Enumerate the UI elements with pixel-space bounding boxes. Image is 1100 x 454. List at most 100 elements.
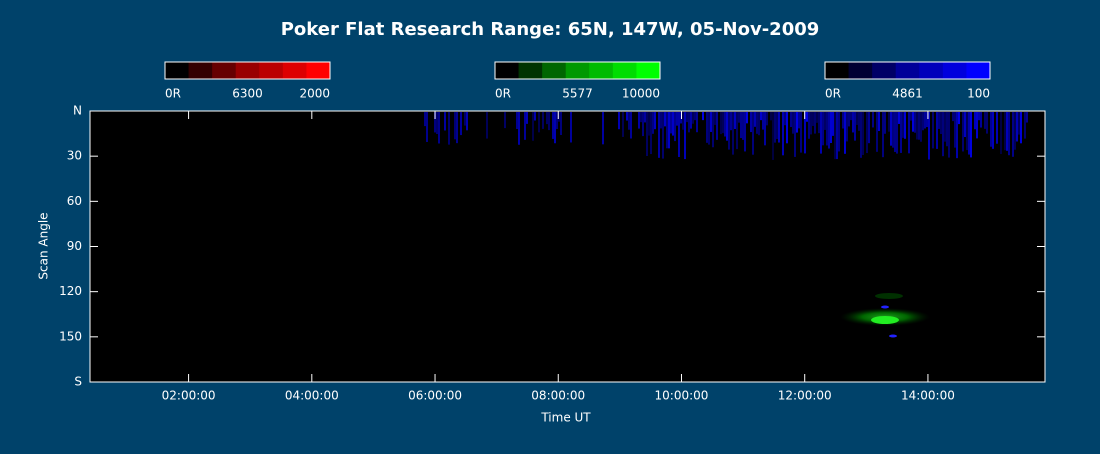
aurora-streak (742, 112, 744, 140)
aurora-streak (792, 112, 794, 134)
aurora-streak (1008, 112, 1010, 156)
aurora-streak (744, 112, 746, 152)
aurora-streak (844, 112, 846, 154)
aurora-streak (774, 112, 776, 143)
aurora-streak (736, 112, 738, 150)
aurora-streak (654, 112, 656, 130)
aurora-streak (754, 112, 756, 127)
aurora-streak (552, 112, 554, 139)
aurora-streak (832, 112, 834, 136)
aurora-streak (808, 112, 810, 139)
aurora-streak (910, 112, 912, 121)
colorbar-tick-label: 2000 (299, 87, 330, 101)
aurora-streak (720, 112, 722, 135)
aurora-streak (932, 112, 934, 149)
colorbar-name: 5577 (562, 87, 593, 101)
aurora-streak (734, 112, 736, 129)
aurora-streak (648, 112, 650, 136)
aurora-streak (928, 112, 930, 160)
aurora-streak (626, 112, 628, 121)
aurora-streak (444, 112, 446, 131)
colorbar-swatch (518, 62, 543, 79)
aurora-streak (426, 112, 428, 142)
y-tick-label: 90 (67, 239, 82, 253)
colorbar-swatch (165, 62, 190, 79)
aurora-streak (678, 112, 680, 157)
colorbar-frame (494, 61, 661, 80)
colorbar-swatch (235, 62, 260, 79)
colorbar-name: 6300 (232, 87, 263, 101)
aurora-streak (952, 112, 954, 122)
aurora-streak (434, 112, 436, 133)
colorbar-frame (824, 61, 991, 80)
aurora-streak (758, 112, 760, 136)
aurora-streak (726, 112, 728, 141)
aurora-streak (790, 112, 792, 128)
aurora-streak (672, 112, 674, 136)
aurora-streak (918, 112, 920, 140)
aurora-streak (836, 112, 838, 160)
aurora-streak (970, 112, 972, 158)
aurora-streak (724, 112, 726, 137)
aurora-streak (954, 112, 956, 148)
aurora-streak (460, 112, 462, 136)
aurora-streak (890, 112, 892, 146)
aurora-streak (706, 112, 708, 143)
aurora-streak (756, 112, 758, 134)
aurora-streak (980, 112, 982, 128)
aurora-streak (554, 112, 556, 144)
aurora-streak (846, 112, 848, 142)
aurora-streak (894, 112, 896, 152)
aurora-streak (992, 112, 994, 149)
aurora-streak (818, 112, 820, 134)
aurora-streak (838, 112, 840, 152)
aurora-streak (1012, 112, 1014, 157)
aurora-streak (990, 112, 992, 147)
aurora-streak (964, 112, 966, 138)
aurora-streak (862, 112, 864, 155)
aurora-streak (912, 112, 914, 132)
aurora-streak (504, 112, 506, 129)
aurora-streak (710, 112, 712, 132)
aurora-streak (830, 112, 832, 144)
aurora-streak (900, 112, 902, 153)
colorbar-tick-label: 100 (967, 87, 990, 101)
aurora-streak (646, 112, 648, 157)
aurora-streak (944, 112, 946, 142)
colorbar-swatch (542, 62, 567, 79)
aurora-streak (962, 112, 964, 152)
aurora-streak (732, 112, 734, 155)
aurora-streak (728, 112, 730, 150)
aurora-streak (996, 112, 998, 144)
aurora-arc-faint (875, 293, 903, 299)
aurora-streak (424, 112, 426, 127)
aurora-streak (858, 112, 860, 131)
aurora-streak (674, 112, 676, 142)
aurora-streak (642, 112, 644, 137)
aurora-streak (772, 112, 774, 160)
aurora-streak (1024, 112, 1026, 139)
x-tick-label: 08:00:00 (531, 389, 585, 403)
aurora-streak (814, 112, 816, 134)
colorbar-swatch (895, 62, 920, 79)
aurora-streak (796, 112, 798, 133)
aurora-streak (524, 112, 526, 140)
y-tick-label: N (73, 104, 82, 118)
aurora-streak (738, 112, 740, 123)
aurora-streak (628, 112, 630, 130)
aurora-streak (662, 112, 664, 159)
aurora-streak (456, 112, 458, 144)
aurora-streak (966, 112, 968, 151)
aurora-streak (888, 112, 890, 132)
aurora-streak (766, 112, 768, 126)
aurora-streak (558, 112, 560, 122)
colorbar-swatch (825, 62, 850, 79)
aurora-streak (538, 112, 540, 133)
aurora-streak (984, 112, 986, 129)
aurora-streak (702, 112, 704, 121)
aurora-streak (936, 112, 938, 149)
aurora-streak (640, 112, 642, 123)
aurora-streak (752, 112, 754, 155)
